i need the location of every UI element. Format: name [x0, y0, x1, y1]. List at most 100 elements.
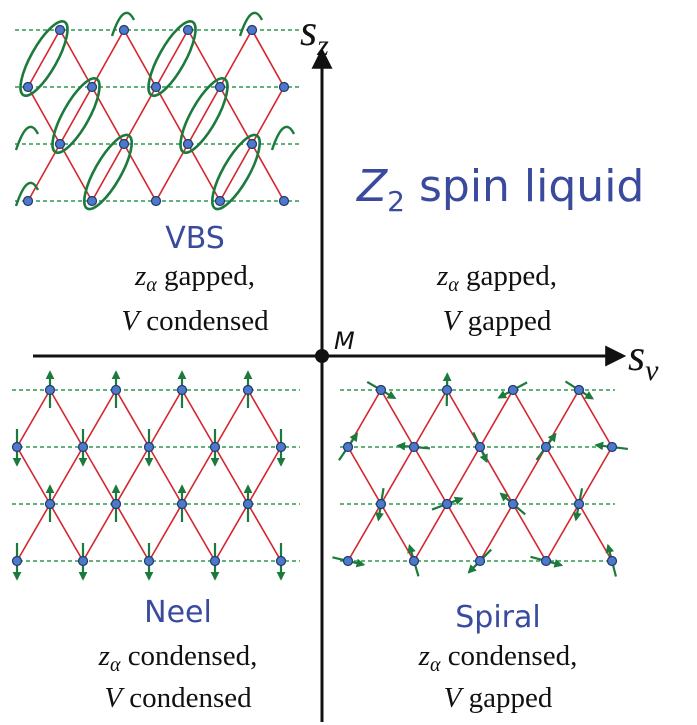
symbol: z [418, 640, 430, 672]
phase-name: Spiral [455, 600, 540, 635]
site [476, 443, 485, 452]
bond [513, 504, 546, 561]
bond [60, 30, 92, 87]
bond [124, 30, 156, 87]
diagram: M sz sv Z2 spin liquid VBSzα gapped,V co… [0, 0, 697, 725]
bond [182, 447, 215, 504]
site [377, 500, 386, 509]
site [178, 500, 187, 509]
site [120, 140, 129, 149]
subscript: α [146, 274, 157, 296]
site [280, 83, 289, 92]
bond [182, 504, 215, 561]
bond [50, 504, 83, 561]
bond [188, 87, 220, 144]
bond [414, 504, 447, 561]
site [542, 443, 551, 452]
bond [252, 30, 284, 87]
site [443, 386, 452, 395]
bond [116, 504, 149, 561]
site [248, 26, 257, 35]
subscript: α [430, 654, 441, 676]
bond [28, 30, 60, 87]
site [112, 386, 121, 395]
bond [447, 504, 480, 561]
site [476, 557, 485, 566]
phase-name: Neel [144, 595, 212, 630]
site [542, 557, 551, 566]
site [608, 443, 617, 452]
vertical-axis-label: sz [300, 6, 329, 62]
site [88, 197, 97, 206]
bond [215, 390, 248, 447]
origin-label: M [334, 327, 355, 355]
site [277, 557, 286, 566]
site [46, 386, 55, 395]
bond [546, 447, 579, 504]
site [509, 500, 518, 509]
site [46, 500, 55, 509]
bond [579, 447, 612, 504]
spiral-lattice [332, 374, 627, 577]
text: condensed [122, 682, 252, 714]
phase-property: V condensed [104, 682, 252, 714]
bond [156, 30, 188, 87]
site [377, 386, 386, 395]
vbs-lattice [12, 13, 300, 215]
bond [149, 504, 182, 561]
site [244, 500, 253, 509]
site [344, 557, 353, 566]
bond [50, 447, 83, 504]
bond [348, 504, 381, 561]
origin-dot [315, 349, 329, 363]
phase-name: VBS [165, 221, 225, 256]
dimer-edge [16, 127, 38, 150]
bond [248, 447, 281, 504]
site [152, 83, 161, 92]
symbol: s [300, 6, 317, 55]
site [443, 500, 452, 509]
phase-property: V gapped [444, 682, 553, 714]
text: gapped, [459, 260, 557, 292]
bond [248, 504, 281, 561]
site [24, 83, 33, 92]
site [410, 557, 419, 566]
bond [17, 447, 50, 504]
site [244, 386, 253, 395]
bond [17, 504, 50, 561]
bond [60, 144, 92, 201]
site [56, 140, 65, 149]
site [13, 557, 22, 566]
phase-property: zα gapped, [134, 260, 255, 296]
site [112, 500, 121, 509]
title-main: Z [356, 161, 388, 212]
bond [188, 144, 220, 201]
site [280, 197, 289, 206]
bond [414, 447, 447, 504]
site [216, 83, 225, 92]
bond [116, 447, 149, 504]
bond [513, 390, 546, 447]
bond [579, 390, 612, 447]
bond [83, 390, 116, 447]
site [56, 26, 65, 35]
site [79, 557, 88, 566]
bond [220, 144, 252, 201]
site [184, 140, 193, 149]
site [13, 443, 22, 452]
subscript: α [110, 654, 121, 676]
symbol: z [436, 260, 448, 292]
site [120, 26, 129, 35]
subscript: v [645, 354, 659, 387]
site [152, 197, 161, 206]
site [575, 500, 584, 509]
site [88, 83, 97, 92]
site [277, 443, 286, 452]
site [410, 443, 419, 452]
bond [579, 504, 612, 561]
bond [92, 144, 124, 201]
bond [50, 390, 83, 447]
title-subscript: 2 [387, 185, 405, 218]
bond [414, 390, 447, 447]
bond [149, 447, 182, 504]
